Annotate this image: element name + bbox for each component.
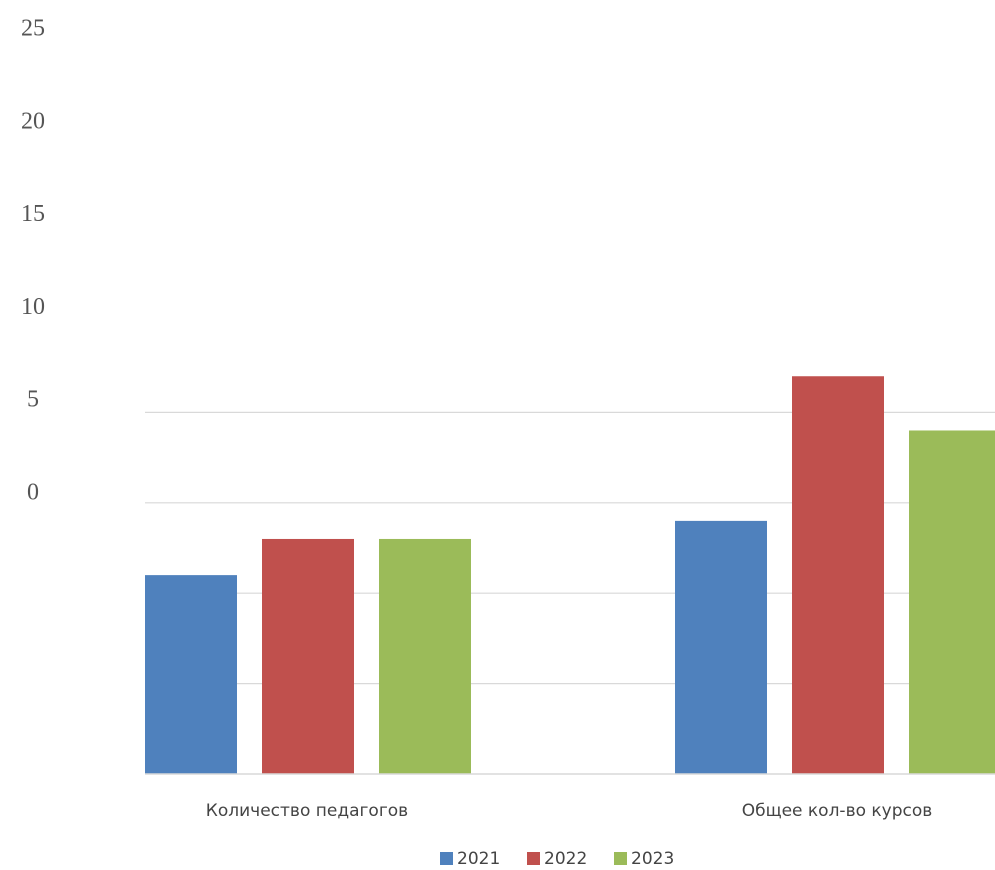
bars [145,376,995,774]
legend-label: 2021 [457,849,500,869]
bar-2022-2 [792,376,884,774]
legend-label: 2022 [544,849,587,869]
legend-item-2021: 2021 [440,849,500,869]
legend-item-2023: 2023 [614,849,674,869]
bar-2021-2 [675,520,767,774]
bar-2022-1 [262,538,354,774]
y-tick-label: 0 [27,480,39,506]
legend-swatch [527,852,540,865]
x-category-label: Количество педагогов [206,801,408,821]
x-axis-category-labels: Количество педагогов Общее кол-во курсов [206,801,932,821]
legend-label: 2023 [631,849,674,869]
legend-item-2022: 2022 [527,849,587,869]
y-tick-label: 10 [21,294,45,320]
x-category-label: Общее кол-во курсов [742,801,933,821]
y-tick-label: 25 [21,16,45,42]
legend: 2021 2022 2023 [440,849,674,869]
legend-swatch [440,852,453,865]
y-axis-tick-labels: 25 20 15 10 5 0 [21,16,45,506]
y-tick-label: 20 [21,108,45,134]
y-tick-label: 5 [27,387,39,413]
legend-swatch [614,852,627,865]
bar-2023-1 [379,538,471,774]
bar-2021-1 [145,575,237,774]
bar-2023-2 [909,430,995,774]
y-tick-label: 15 [21,201,45,227]
